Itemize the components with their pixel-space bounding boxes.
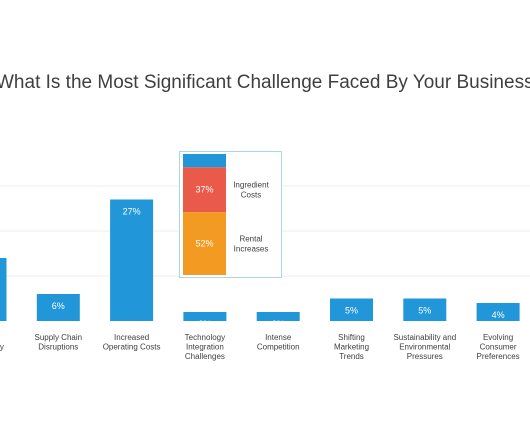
breakdown-popup: 37% Ingredient Costs 52% Rental Increases <box>179 151 282 278</box>
bar <box>0 258 7 321</box>
breakdown-pct-label: 37% <box>195 185 213 195</box>
bar <box>476 303 520 321</box>
bar-value-label: 5% <box>345 306 358 316</box>
breakdown-category-label: Rental Increases <box>234 235 269 254</box>
category-label: Increased Operating Costs <box>103 333 161 352</box>
bars: 6% 27% 2% 2% 5% 5% 4% <box>0 199 520 329</box>
bar-value-label: 5% <box>418 306 431 316</box>
bar <box>256 312 300 321</box>
category-label: Evolving Consumer Preferences <box>477 333 520 361</box>
category-labels: LaborAvailability Supply ChainDisruptions… <box>0 333 520 361</box>
bar-value-label: 2% <box>198 319 211 329</box>
breakdown-segment <box>183 167 226 213</box>
bar-value-label: 6% <box>52 301 65 311</box>
category-label: Technology Integration Challenges <box>185 333 225 361</box>
bar <box>403 298 447 321</box>
bar-value-label: 4% <box>492 310 505 320</box>
bar <box>183 312 227 321</box>
bar <box>36 294 80 321</box>
breakdown-category-label: Ingredient Costs <box>233 181 269 200</box>
breakdown-segment <box>183 154 226 168</box>
category-label: Intense Competition <box>257 333 300 352</box>
category-label: Supply Chain Disruptions <box>35 333 83 352</box>
breakdown-segment <box>183 212 226 275</box>
category-label: Sustainability and Environmental Pressures <box>393 333 456 361</box>
breakdown-pct-label: 52% <box>195 239 213 249</box>
bar-value-label: 2% <box>272 319 285 329</box>
bar-value-label: 27% <box>123 207 141 217</box>
chart-title: What Is the Most Significant Challenge F… <box>0 72 530 93</box>
bar <box>110 199 154 321</box>
category-label: LaborAvailability <box>0 333 4 352</box>
bar <box>330 298 373 321</box>
category-label: Shifting Marketing Trends <box>334 333 369 361</box>
